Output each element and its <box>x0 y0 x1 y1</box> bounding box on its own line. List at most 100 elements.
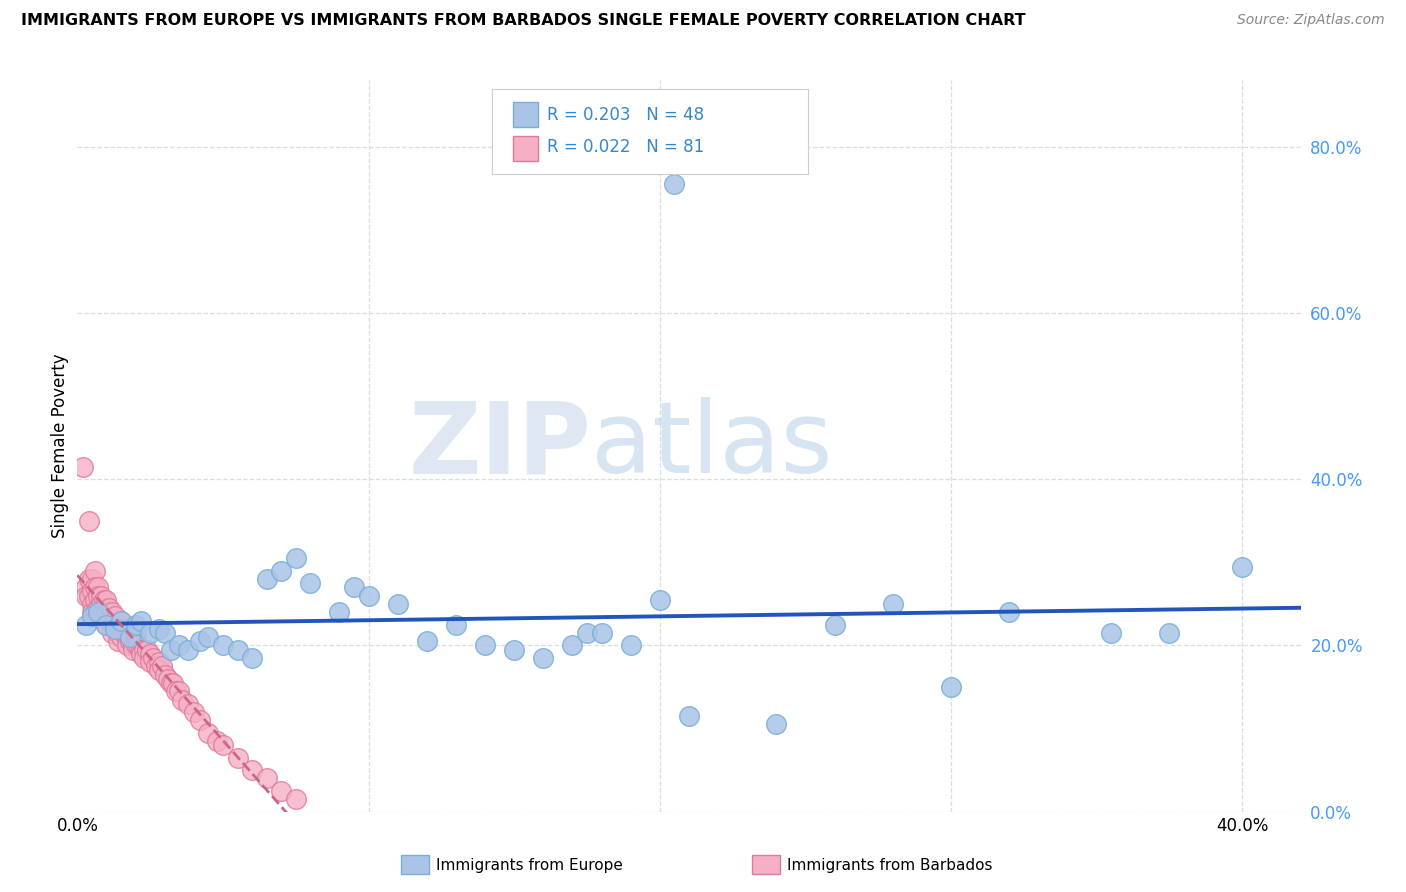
Point <box>83 592 105 607</box>
Point <box>270 564 292 578</box>
Point <box>112 622 135 636</box>
Text: Immigrants from Europe: Immigrants from Europe <box>436 858 623 872</box>
Point <box>169 639 191 653</box>
Point <box>256 772 278 786</box>
Point <box>87 589 110 603</box>
Point <box>531 651 554 665</box>
Point <box>77 514 100 528</box>
Text: R = 0.022   N = 81: R = 0.022 N = 81 <box>547 138 704 156</box>
Point <box>93 601 115 615</box>
Point <box>270 784 292 798</box>
Point <box>77 589 100 603</box>
Point <box>110 614 132 628</box>
Point <box>80 609 103 624</box>
Point <box>169 684 191 698</box>
Point <box>150 659 173 673</box>
Point <box>121 642 143 657</box>
Point <box>148 622 170 636</box>
Point <box>139 626 162 640</box>
Point <box>90 609 112 624</box>
Point <box>128 639 150 653</box>
Point <box>131 642 153 657</box>
Point <box>765 717 787 731</box>
Point <box>148 655 170 669</box>
Text: Source: ZipAtlas.com: Source: ZipAtlas.com <box>1237 13 1385 28</box>
Point <box>110 630 132 644</box>
Point <box>72 459 94 474</box>
Point <box>118 634 141 648</box>
Point <box>212 639 235 653</box>
Point <box>357 589 380 603</box>
Point <box>284 551 307 566</box>
Point <box>664 177 686 191</box>
Point <box>591 626 613 640</box>
Point <box>139 647 162 661</box>
Point <box>107 634 129 648</box>
Point <box>343 580 366 594</box>
Point <box>444 617 467 632</box>
Point <box>153 667 176 681</box>
Point <box>240 651 263 665</box>
Point <box>183 705 205 719</box>
Point <box>177 697 200 711</box>
Point <box>576 626 599 640</box>
Point <box>101 626 124 640</box>
Point <box>115 630 138 644</box>
Point <box>90 589 112 603</box>
Point <box>80 597 103 611</box>
Point <box>299 576 322 591</box>
Point <box>87 580 110 594</box>
Point <box>124 617 146 632</box>
Point <box>205 734 228 748</box>
Point <box>124 639 146 653</box>
Point <box>87 601 110 615</box>
Point <box>387 597 409 611</box>
Point <box>96 617 118 632</box>
Point <box>80 572 103 586</box>
Point <box>256 572 278 586</box>
Point <box>620 639 643 653</box>
Point <box>134 651 156 665</box>
Point <box>142 651 165 665</box>
Point <box>98 601 121 615</box>
Point <box>75 589 97 603</box>
Point <box>648 592 671 607</box>
Point <box>678 709 700 723</box>
Point <box>226 642 249 657</box>
Point <box>212 738 235 752</box>
Point <box>328 605 350 619</box>
Point <box>98 614 121 628</box>
Point <box>83 605 105 619</box>
Point <box>80 584 103 599</box>
Point <box>112 626 135 640</box>
Point <box>939 680 962 694</box>
Point <box>188 714 211 728</box>
Point <box>96 605 118 619</box>
Point <box>416 634 439 648</box>
Point <box>1159 626 1181 640</box>
Point <box>107 626 129 640</box>
Point <box>75 580 97 594</box>
Point <box>124 626 146 640</box>
Point <box>80 605 103 619</box>
Point <box>197 630 219 644</box>
Point <box>197 725 219 739</box>
Point <box>1099 626 1122 640</box>
Text: Immigrants from Barbados: Immigrants from Barbados <box>787 858 993 872</box>
Point <box>90 597 112 611</box>
Point <box>145 659 167 673</box>
Point <box>177 642 200 657</box>
Point <box>93 592 115 607</box>
Point <box>139 655 162 669</box>
Y-axis label: Single Female Poverty: Single Female Poverty <box>51 354 69 538</box>
Point <box>159 642 181 657</box>
Point <box>162 676 184 690</box>
Point <box>172 692 194 706</box>
Point <box>77 572 100 586</box>
Point <box>104 609 127 624</box>
Point <box>1232 559 1254 574</box>
Point <box>87 605 110 619</box>
Point <box>882 597 904 611</box>
Point <box>104 622 127 636</box>
Point <box>998 605 1021 619</box>
